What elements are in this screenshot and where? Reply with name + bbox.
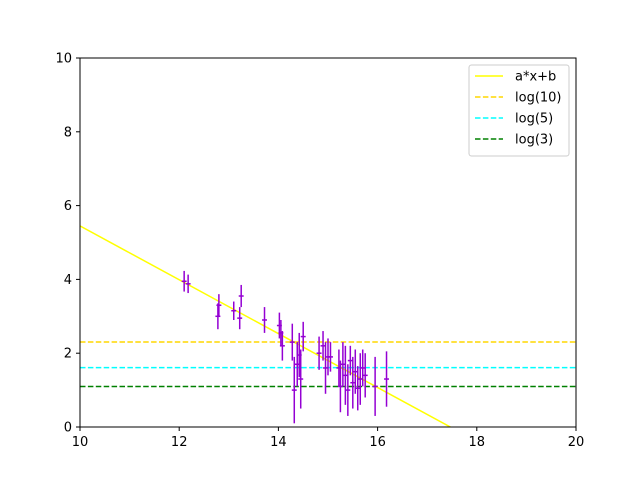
data-point-19: [323, 342, 328, 394]
data-point-34: [372, 356, 378, 416]
data-point-29: [352, 349, 358, 394]
data-point-12: [291, 356, 297, 424]
x-tick-label: 20: [568, 435, 585, 450]
x-axis: 10 12 14 16 18 20: [72, 427, 585, 450]
data-point-25: [342, 345, 348, 405]
data-point-28: [350, 356, 356, 409]
data-point-23: [337, 360, 343, 413]
data-point-4: [231, 301, 237, 320]
data-point-10: [279, 331, 285, 361]
data-point-17: [316, 336, 322, 370]
data-point-0: [181, 270, 187, 292]
data-point-16: [300, 321, 306, 352]
x-tick-label: 18: [469, 435, 486, 450]
legend-label: log(3): [515, 133, 553, 148]
data-point-3: [216, 294, 222, 317]
data-point-32: [360, 349, 366, 387]
x-tick-label: 12: [171, 435, 188, 450]
y-tick-label: 0: [64, 421, 72, 436]
data-point-26: [345, 364, 351, 416]
legend: a*x+b log(10) log(5) log(3): [468, 64, 570, 157]
legend-label: log(10): [515, 91, 562, 106]
data-point-35: [384, 351, 390, 407]
y-tick-label: 2: [64, 347, 72, 362]
data-point-15: [298, 349, 304, 409]
legend-box: [468, 64, 570, 157]
legend-label: a*x+b: [515, 70, 556, 85]
data-point-5: [237, 307, 243, 330]
data-point-6: [238, 284, 244, 308]
y-tick-label: 4: [64, 273, 72, 288]
y-tick-label: 8: [64, 125, 72, 140]
data-point-31: [357, 353, 363, 405]
plot-frame: [79, 57, 577, 428]
data-point-27: [347, 345, 353, 376]
data-point-30: [355, 366, 361, 411]
y-tick-label: 10: [55, 52, 72, 67]
x-tick-label: 10: [72, 435, 89, 450]
legend-label: log(5): [515, 112, 553, 127]
y-axis: 0 2 4 6 8 10: [55, 52, 80, 436]
data-point-11: [289, 323, 295, 361]
x-tick-label: 16: [369, 435, 386, 450]
data-point-7: [262, 307, 267, 333]
data-points: [181, 270, 390, 424]
x-tick-label: 14: [270, 435, 287, 450]
y-tick-label: 6: [64, 199, 72, 214]
data-point-1: [185, 274, 191, 294]
data-point-33: [362, 353, 368, 398]
data-point-18: [320, 331, 326, 361]
data-point-24: [340, 342, 346, 387]
data-point-21: [328, 342, 333, 372]
